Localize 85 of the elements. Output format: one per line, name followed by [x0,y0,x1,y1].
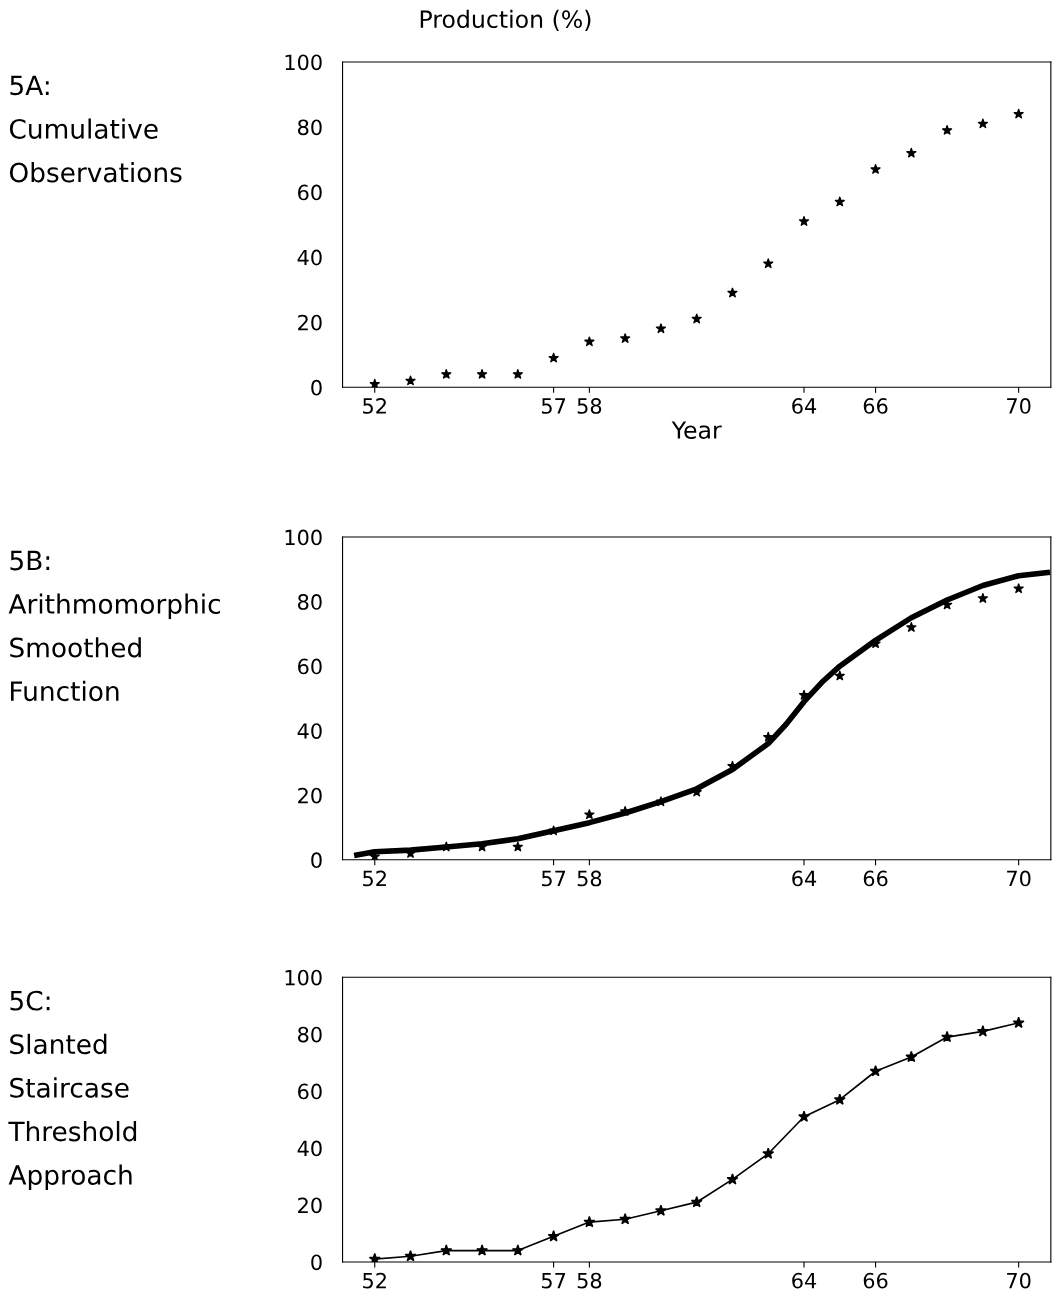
point [547,1230,560,1242]
y-tick-label: 40 [297,1140,322,1157]
point [511,1244,524,1256]
y-tick-label: 0 [311,379,322,396]
point [1013,583,1024,594]
x-tick-label: 57 [541,398,566,414]
x-tick-label: 70 [1007,870,1031,887]
point [941,124,953,135]
point [512,368,523,379]
point [834,196,845,207]
y-tick-label: 60 [298,1083,322,1100]
x-tick-label: 52 [363,398,386,414]
point [405,375,416,386]
x-tick-label: 70 [1007,1272,1031,1289]
point [906,147,917,158]
y-tick-label: 20 [298,314,322,331]
y-tick-label: 100 [285,529,322,546]
y-tick-label: 100 [285,969,322,986]
point [369,378,380,388]
point [512,841,523,852]
point [584,336,595,347]
y-tick-label: 60 [298,658,322,675]
x-tick-label: 57 [541,870,566,887]
y-tick-label: 40 [297,723,322,739]
point [404,1250,417,1262]
point [620,333,631,343]
point [762,1147,775,1159]
point [869,1064,882,1077]
point [690,1195,703,1208]
point [798,216,810,226]
point [977,593,988,603]
x-tick-label: 64 [792,398,817,414]
y-tick-label: 0 [311,1254,322,1271]
y-tick-label: 80 [298,1026,322,1043]
y-tick-label: 40 [297,249,322,266]
point [1012,1016,1025,1029]
point [441,368,452,379]
point [548,352,559,363]
point [941,1030,954,1043]
x-tick-label: 70 [1007,398,1031,414]
point [763,731,774,742]
point [976,1025,989,1037]
y-tick-label: 60 [298,184,322,201]
y-axis-title: Production (%) [420,9,591,31]
x-tick-label: 66 [863,870,888,887]
text: 5C: Slanted Staircase Threshold Approach [8,990,137,1191]
point [654,1204,667,1216]
point [691,313,702,324]
y-tick-label: 0 [311,852,322,869]
point [906,622,917,632]
point [870,163,881,174]
x-tick-label: 52 [363,1272,386,1289]
point [476,368,488,379]
y-tick-label: 100 [285,54,322,71]
point [583,1215,596,1228]
point [798,1110,810,1122]
point [584,809,595,820]
point [476,1244,489,1256]
x-tick-label: 52 [363,870,386,887]
point [727,287,738,298]
text: 5B: Arithmomorphic Smoothed Function [8,550,220,702]
x-tick-label: 66 [863,1272,888,1289]
x-tick-label: 58 [577,398,602,414]
y-tick-label: 20 [298,1197,322,1214]
point [763,258,774,269]
x-tick-label: 66 [863,398,888,414]
y-tick-label: 20 [298,787,322,804]
x-tick-label: 58 [577,870,602,887]
x-axis-title: Year [671,421,722,439]
point [834,670,845,681]
point [655,323,667,334]
point [833,1093,846,1105]
x-tick-label: 58 [577,1272,602,1289]
text: 5A: Cumulative Observations [9,75,182,183]
x-tick-label: 57 [541,1273,566,1289]
point [905,1050,918,1063]
x-tick-label: 64 [792,1272,817,1289]
point [440,1244,453,1256]
x-tick-label: 64 [792,870,817,887]
point [726,1173,739,1185]
point [977,118,988,129]
point [619,1213,632,1225]
y-tick-label: 80 [298,594,322,610]
point [1013,108,1024,119]
y-tick-label: 80 [298,119,322,136]
